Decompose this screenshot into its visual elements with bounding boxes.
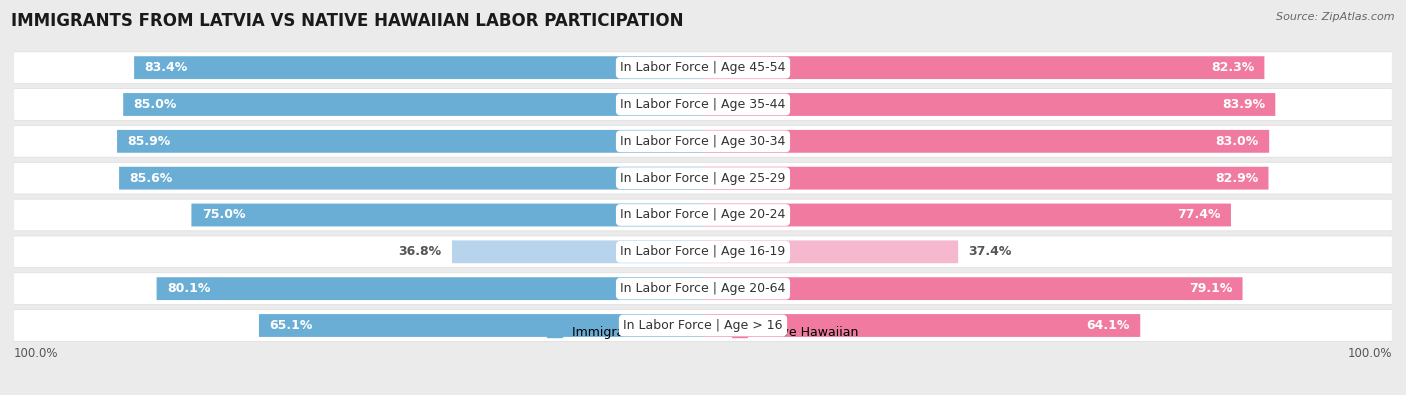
FancyBboxPatch shape: [703, 56, 1264, 79]
FancyBboxPatch shape: [14, 52, 1392, 83]
FancyBboxPatch shape: [14, 310, 1392, 341]
Text: 36.8%: 36.8%: [399, 245, 441, 258]
Text: 100.0%: 100.0%: [14, 347, 59, 360]
Text: 37.4%: 37.4%: [969, 245, 1012, 258]
FancyBboxPatch shape: [703, 93, 1275, 116]
Text: 64.1%: 64.1%: [1087, 319, 1130, 332]
Text: 79.1%: 79.1%: [1189, 282, 1232, 295]
Text: 85.0%: 85.0%: [134, 98, 177, 111]
FancyBboxPatch shape: [703, 314, 1140, 337]
Text: In Labor Force | Age 16-19: In Labor Force | Age 16-19: [620, 245, 786, 258]
Text: 83.9%: 83.9%: [1222, 98, 1265, 111]
Text: 77.4%: 77.4%: [1177, 209, 1220, 222]
Text: In Labor Force | Age 30-34: In Labor Force | Age 30-34: [620, 135, 786, 148]
Text: In Labor Force | Age 45-54: In Labor Force | Age 45-54: [620, 61, 786, 74]
Text: Source: ZipAtlas.com: Source: ZipAtlas.com: [1277, 12, 1395, 22]
Text: In Labor Force | Age > 16: In Labor Force | Age > 16: [623, 319, 783, 332]
FancyBboxPatch shape: [259, 314, 703, 337]
FancyBboxPatch shape: [703, 277, 1243, 300]
FancyBboxPatch shape: [120, 167, 703, 190]
FancyBboxPatch shape: [14, 88, 1392, 120]
FancyBboxPatch shape: [703, 130, 1270, 153]
FancyBboxPatch shape: [14, 273, 1392, 305]
FancyBboxPatch shape: [124, 93, 703, 116]
Text: 75.0%: 75.0%: [201, 209, 245, 222]
Legend: Immigrants from Latvia, Native Hawaiian: Immigrants from Latvia, Native Hawaiian: [543, 322, 863, 344]
FancyBboxPatch shape: [14, 236, 1392, 268]
FancyBboxPatch shape: [191, 203, 703, 226]
Text: IMMIGRANTS FROM LATVIA VS NATIVE HAWAIIAN LABOR PARTICIPATION: IMMIGRANTS FROM LATVIA VS NATIVE HAWAIIA…: [11, 12, 683, 30]
FancyBboxPatch shape: [703, 241, 957, 263]
FancyBboxPatch shape: [117, 130, 703, 153]
Text: 83.4%: 83.4%: [145, 61, 187, 74]
Text: In Labor Force | Age 20-24: In Labor Force | Age 20-24: [620, 209, 786, 222]
FancyBboxPatch shape: [14, 199, 1392, 231]
Text: In Labor Force | Age 35-44: In Labor Force | Age 35-44: [620, 98, 786, 111]
Text: 82.3%: 82.3%: [1211, 61, 1254, 74]
Text: 100.0%: 100.0%: [1347, 347, 1392, 360]
Text: In Labor Force | Age 20-64: In Labor Force | Age 20-64: [620, 282, 786, 295]
Text: 82.9%: 82.9%: [1215, 172, 1258, 184]
Text: 80.1%: 80.1%: [167, 282, 211, 295]
FancyBboxPatch shape: [156, 277, 703, 300]
FancyBboxPatch shape: [703, 167, 1268, 190]
Text: 85.9%: 85.9%: [128, 135, 170, 148]
Text: In Labor Force | Age 25-29: In Labor Force | Age 25-29: [620, 172, 786, 184]
Text: 83.0%: 83.0%: [1216, 135, 1258, 148]
FancyBboxPatch shape: [451, 241, 703, 263]
FancyBboxPatch shape: [703, 203, 1232, 226]
FancyBboxPatch shape: [14, 126, 1392, 157]
FancyBboxPatch shape: [134, 56, 703, 79]
Text: 85.6%: 85.6%: [129, 172, 173, 184]
Text: 65.1%: 65.1%: [269, 319, 312, 332]
FancyBboxPatch shape: [14, 162, 1392, 194]
